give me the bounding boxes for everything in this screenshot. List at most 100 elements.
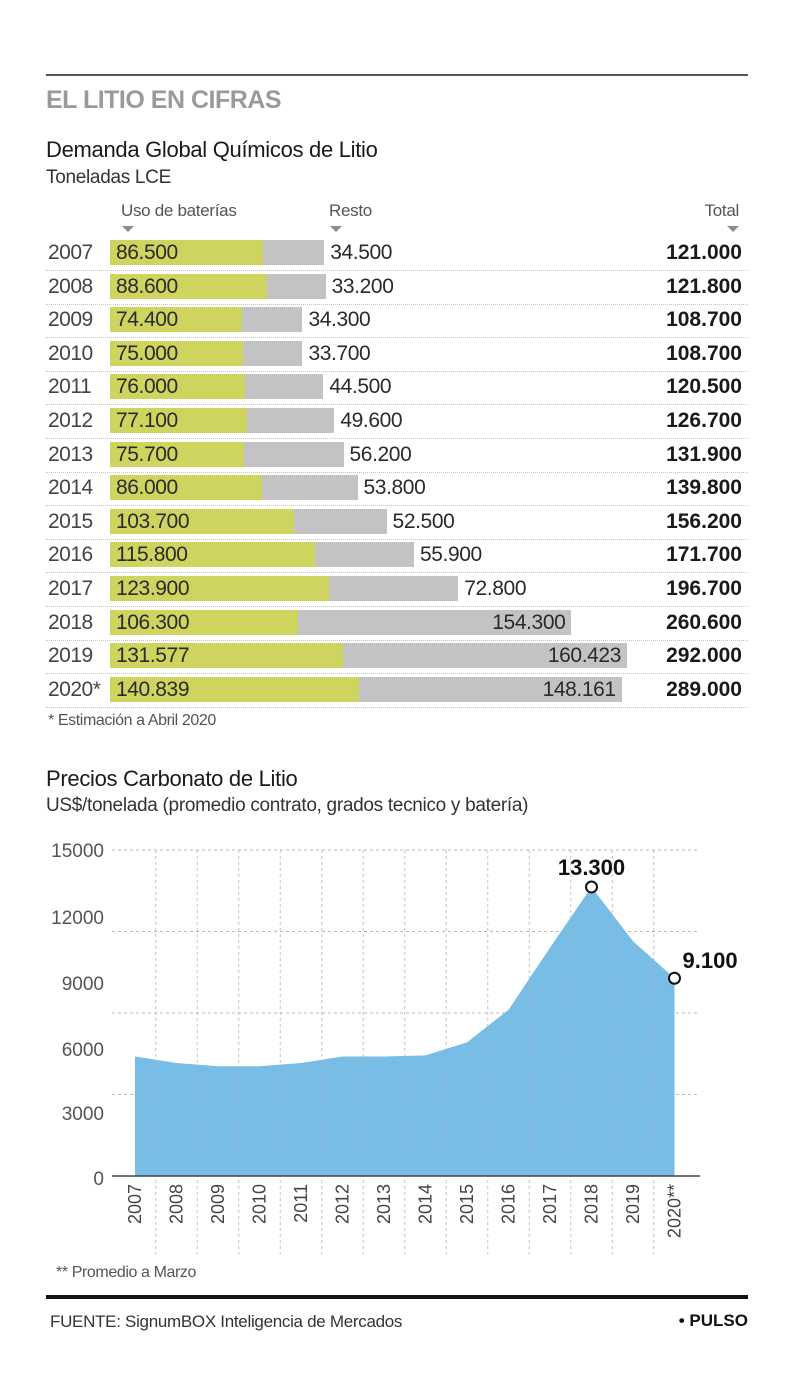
y-tick-label: 0 <box>93 1169 104 1190</box>
rest-value-label: 34.500 <box>330 241 393 264</box>
y-tick-label: 3000 <box>62 1104 104 1125</box>
bar-row: 2020* 140.839 148.161 289.000 <box>46 674 748 708</box>
total-value-label: 292.000 <box>666 644 742 668</box>
rest-value-label: 34.300 <box>308 308 371 332</box>
bar-battery-segment <box>110 542 316 568</box>
rest-value-label: 49.600 <box>340 409 403 432</box>
bar-row: 2010 75.000 33.700 108.700 <box>46 338 748 372</box>
x-tick-label: 2011 <box>291 1184 311 1223</box>
demand-footnote: * Estimación a Abril 2020 <box>48 712 216 729</box>
y-tick-label: 15000 <box>51 841 104 862</box>
bar-rest-segment <box>263 240 325 265</box>
source-credit: FUENTE: SignumBOX Inteligencia de Mercad… <box>50 1312 403 1331</box>
x-tick-label: 2020** <box>665 1184 685 1238</box>
legend-rest-label: Resto <box>329 201 372 220</box>
bar-rest-segment <box>359 676 622 702</box>
rest-value-label: 154.300 <box>492 610 566 634</box>
rest-value-label: 33.700 <box>308 341 371 365</box>
bar-row: 2015 103.700 52.500 156.200 <box>46 506 748 540</box>
bar-battery-segment <box>110 408 247 433</box>
section-kicker: EL LITIO EN CIFRAS <box>46 86 282 114</box>
row-divider <box>46 706 748 708</box>
data-point-marker <box>585 880 598 894</box>
row-divider <box>46 639 748 641</box>
rest-value-label: 52.500 <box>392 509 455 533</box>
total-value-label: 171.700 <box>666 543 742 567</box>
bar-battery-segment <box>110 643 343 669</box>
x-tick-label: 2008 <box>167 1184 187 1224</box>
total-value-label: 121.800 <box>666 274 742 298</box>
battery-value-label: 75.700 <box>116 442 178 466</box>
total-value-label: 260.600 <box>666 610 742 634</box>
bar-row: 2013 75.700 56.200 131.900 <box>46 439 748 473</box>
bar-rest-segment <box>315 542 414 568</box>
total-value-label: 131.900 <box>666 442 742 466</box>
row-divider <box>46 538 748 540</box>
bar-rest-segment <box>262 475 358 501</box>
row-divider <box>46 438 748 439</box>
row-divider <box>46 673 748 675</box>
bar-row: 2018 106.300 154.300 260.600 <box>46 607 748 641</box>
year-label: 2012 <box>48 409 93 432</box>
bar-battery-segment <box>110 475 263 501</box>
rest-value-label: 53.800 <box>363 476 426 500</box>
year-label: 2007 <box>48 241 93 264</box>
legend-rest-marker-icon <box>330 226 342 232</box>
legend-battery-label: Uso de baterías <box>121 201 237 220</box>
year-label: 2013 <box>48 442 93 466</box>
bar-rest-segment <box>244 374 324 400</box>
row-divider <box>46 606 748 607</box>
battery-value-label: 106.300 <box>116 610 190 634</box>
demand-subtitle: Toneladas LCE <box>46 167 171 188</box>
bar-battery-segment <box>110 508 294 534</box>
bar-row: 2019 131.577 160.423 292.000 <box>46 640 748 675</box>
total-value-label: 156.200 <box>666 509 742 533</box>
total-value-label: 196.700 <box>666 577 742 600</box>
battery-value-label: 86.500 <box>116 241 178 264</box>
bar-row: 2009 74.400 34.300 108.700 <box>46 304 748 339</box>
battery-value-label: 77.100 <box>116 409 178 432</box>
year-label: 2020* <box>48 677 101 701</box>
price-title: Precios Carbonato de Litio <box>46 766 298 791</box>
y-tick-label: 6000 <box>62 1040 104 1061</box>
rest-value-label: 148.161 <box>542 677 617 701</box>
legend-battery-marker-icon <box>122 226 134 232</box>
year-label: 2019 <box>48 644 93 668</box>
year-label: 2014 <box>48 476 93 500</box>
bar-row: 2008 88.600 33.200 121.800 <box>46 271 748 305</box>
battery-value-label: 123.900 <box>116 577 190 600</box>
total-value-label: 289.000 <box>666 677 742 701</box>
year-label: 2015 <box>48 509 93 533</box>
battery-value-label: 75.000 <box>116 341 178 365</box>
legend-total-marker-icon <box>727 226 739 232</box>
bar-row: 2014 86.000 53.800 139.800 <box>46 472 748 507</box>
bar-rest-segment <box>242 340 303 366</box>
y-tick-label: 9000 <box>62 974 104 995</box>
x-tick-label: 2015 <box>457 1184 477 1224</box>
bar-battery-segment <box>110 240 264 265</box>
row-divider <box>46 270 748 271</box>
top-rule <box>46 74 748 76</box>
rest-value-label: 56.200 <box>349 442 412 466</box>
demand-title: Demanda Global Químicos de Litio <box>46 137 378 162</box>
total-value-label: 108.700 <box>666 341 742 365</box>
total-value-label: 139.800 <box>666 476 742 500</box>
bar-battery-segment <box>110 576 330 601</box>
brand-logo: • PULSO <box>678 1311 748 1330</box>
x-tick-label: 2013 <box>374 1184 394 1224</box>
total-value-label: 121.000 <box>666 241 742 264</box>
data-point-marker <box>668 971 681 985</box>
bar-rest-segment <box>342 643 627 669</box>
bar-rest-segment <box>298 609 572 635</box>
battery-value-label: 131.577 <box>116 644 190 668</box>
rest-value-label: 55.900 <box>420 543 482 567</box>
x-tick-label: 2014 <box>416 1184 436 1224</box>
bar-row: 2017 123.900 72.800 196.700 <box>46 573 748 607</box>
bottom-rule <box>46 1295 748 1299</box>
bar-rest-segment <box>293 508 387 534</box>
bar-battery-segment <box>110 307 242 333</box>
year-label: 2017 <box>48 577 93 600</box>
year-label: 2018 <box>48 610 93 634</box>
x-tick-label: 2016 <box>499 1184 519 1224</box>
year-label: 2010 <box>48 341 93 365</box>
